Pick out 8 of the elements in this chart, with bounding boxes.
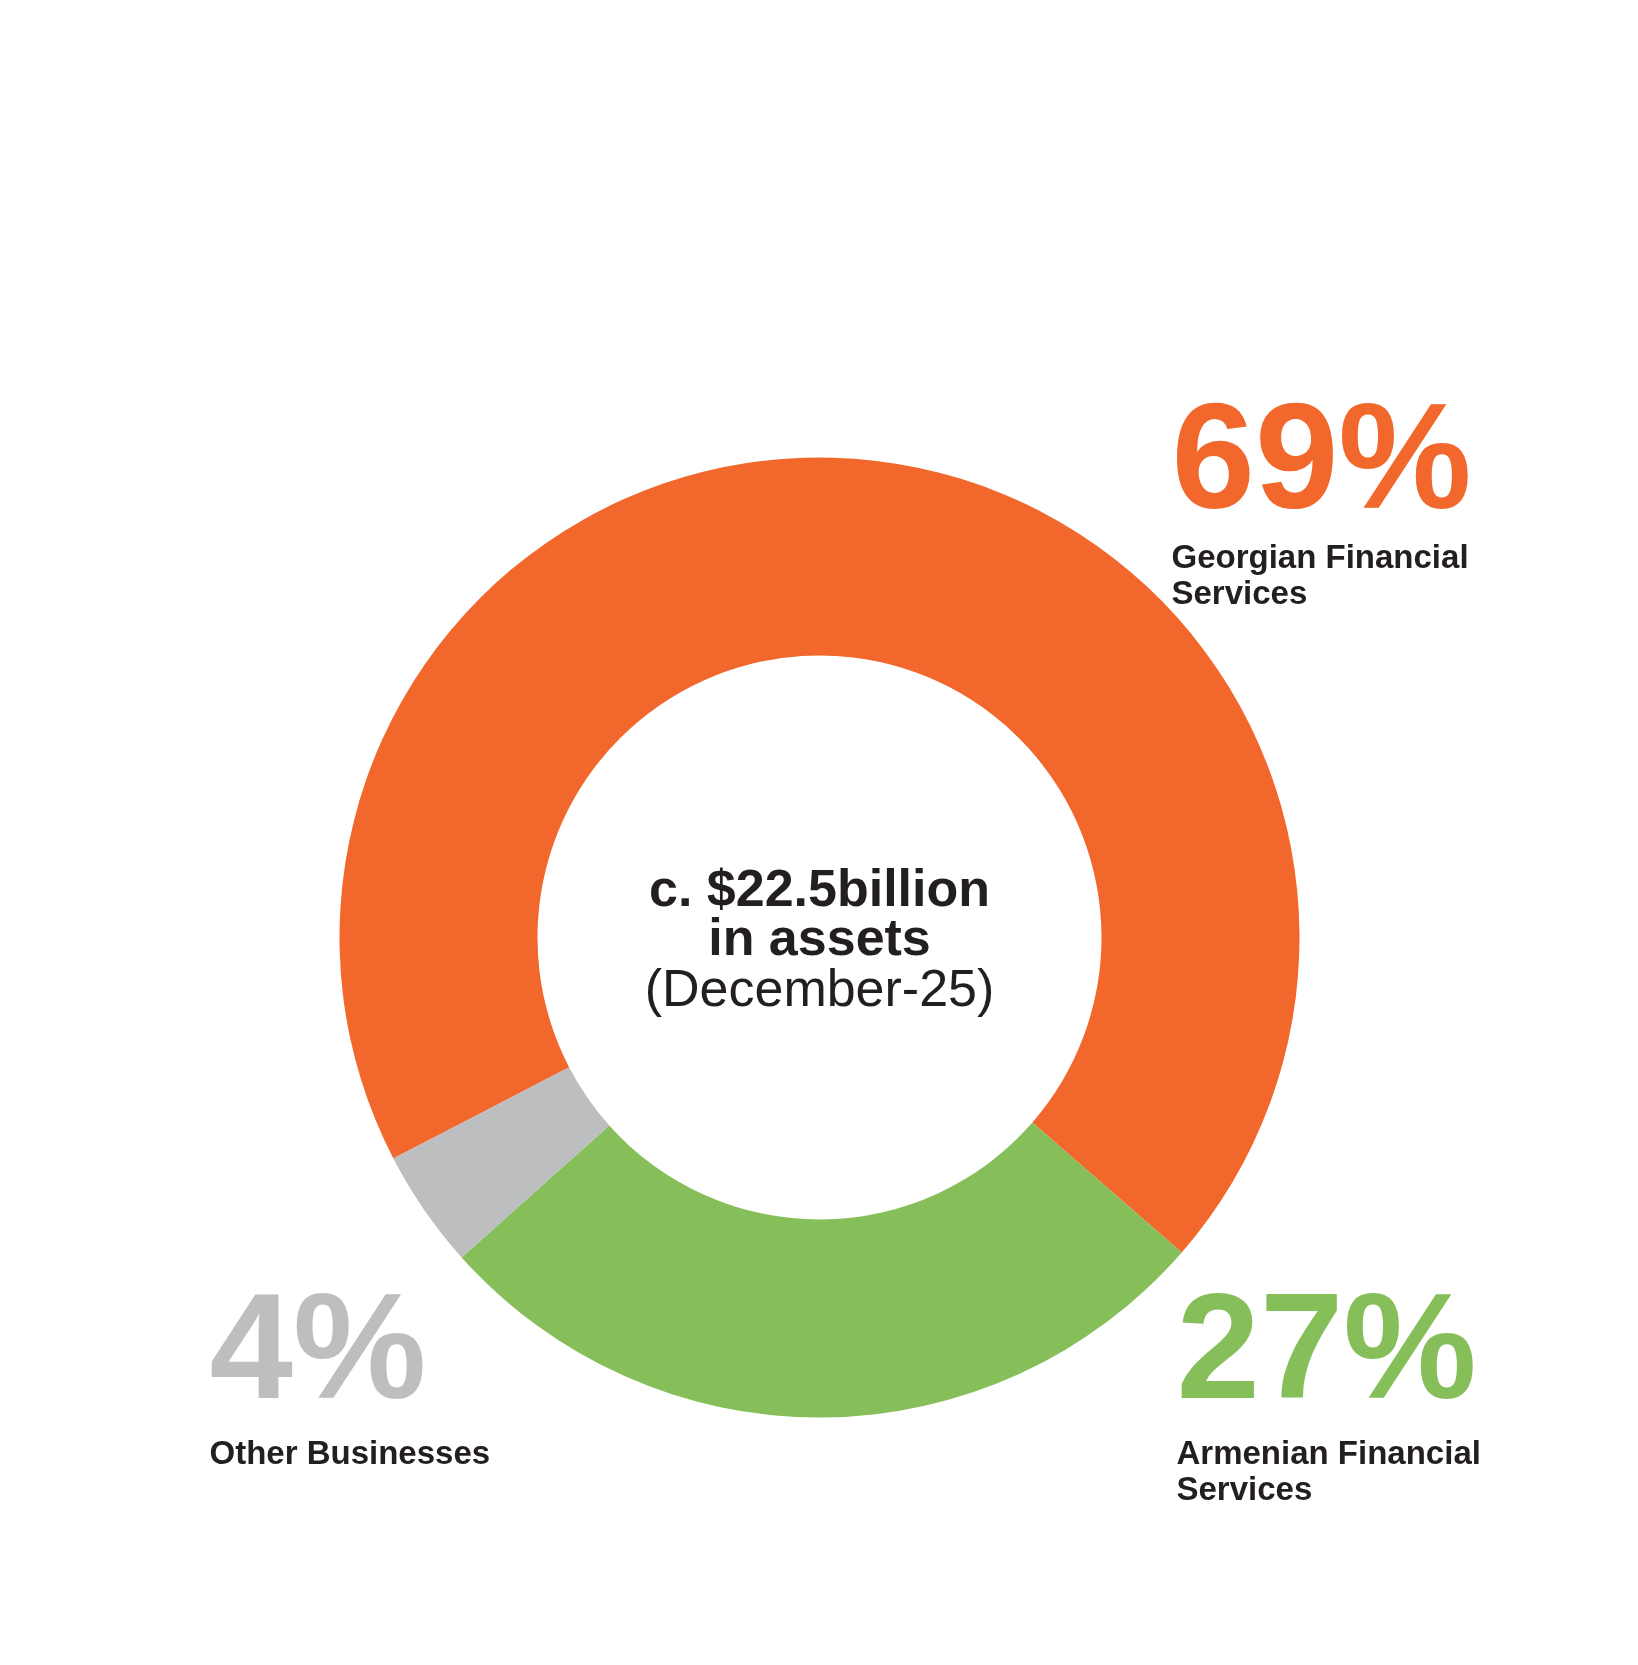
data-label: 69%	[1171, 371, 1472, 540]
slice-label: Other Businesses	[209, 1434, 491, 1471]
data-label: 27%	[1176, 1261, 1477, 1430]
slice-label: Armenian Financial Services	[1176, 1434, 1481, 1507]
data-label: 4%	[209, 1261, 427, 1430]
text: (December-25)	[644, 958, 995, 1017]
text: c. $22.5billion	[648, 858, 991, 917]
slice-label: Georgian Financial Services	[1171, 538, 1469, 611]
